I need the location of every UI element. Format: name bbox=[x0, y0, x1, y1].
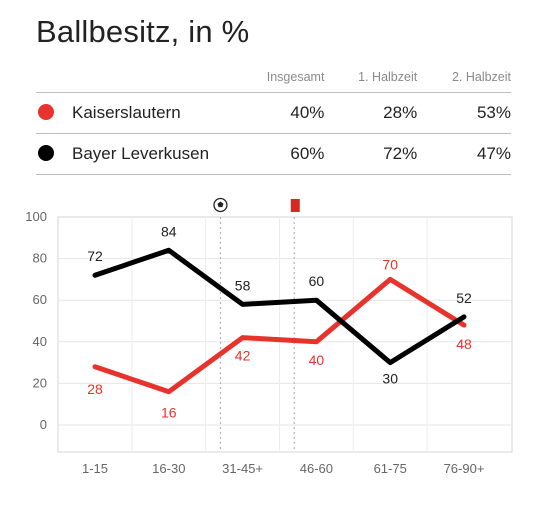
plot-frame bbox=[57, 216, 513, 453]
total-value: 60% bbox=[247, 133, 325, 175]
possession-line-chart: 0 20 40 60 80 100 1-15 16-30 31-45+ 46-60 61-75 76-… bbox=[25, 197, 513, 476]
table-header-first-half: 1. Halbzeit bbox=[358, 70, 418, 84]
series-line-0 bbox=[92, 276, 467, 395]
data-label: 58 bbox=[235, 277, 251, 293]
data-label: 40 bbox=[309, 352, 325, 368]
x-tick-label: 61-75 bbox=[374, 461, 407, 476]
data-label: 60 bbox=[309, 273, 325, 289]
data-label: 72 bbox=[87, 248, 103, 264]
x-tick-label: 31-45+ bbox=[222, 461, 263, 476]
table-row-kaiserslautern: Kaiserslautern 40% 28% 53% bbox=[36, 92, 511, 134]
x-tick-label: 46-60 bbox=[300, 461, 333, 476]
chart-title: Ballbesitz, in % bbox=[36, 14, 250, 49]
team-name: Bayer Leverkusen bbox=[72, 144, 210, 163]
table-header-row: Insgesamt 1. Halbzeit 2. Halbzeit bbox=[36, 68, 511, 93]
data-label: 70 bbox=[382, 256, 398, 272]
table-header-total: Insgesamt bbox=[266, 70, 325, 84]
team-cell: Bayer Leverkusen bbox=[36, 133, 248, 175]
x-tick-label: 76-90+ bbox=[444, 461, 485, 476]
first-half-value: 72% bbox=[324, 133, 418, 175]
second-half-value: 47% bbox=[417, 133, 511, 175]
second-half-value: 53% bbox=[417, 92, 511, 134]
series-line-1 bbox=[92, 247, 467, 366]
y-tick-label: 80 bbox=[33, 251, 47, 266]
soccer-ball-patch bbox=[217, 201, 224, 208]
team-cell: Kaiserslautern bbox=[36, 92, 248, 134]
team-color-dot bbox=[38, 145, 54, 161]
table-header-second-half: 2. Halbzeit bbox=[451, 70, 511, 84]
first-half-value: 28% bbox=[324, 92, 418, 134]
y-tick-label: 40 bbox=[33, 334, 47, 349]
x-tick-label: 1-15 bbox=[82, 461, 108, 476]
table-row-leverkusen: Bayer Leverkusen 60% 72% 47% bbox=[36, 133, 511, 175]
x-tick-label: 16-30 bbox=[152, 461, 185, 476]
table-header-blank bbox=[36, 68, 248, 93]
data-label: 28 bbox=[87, 381, 103, 397]
y-tick-label: 0 bbox=[40, 417, 47, 432]
data-label: 52 bbox=[456, 290, 472, 306]
data-label: 48 bbox=[456, 336, 472, 352]
y-tick-label: 20 bbox=[33, 375, 47, 390]
total-value: 40% bbox=[247, 92, 325, 134]
data-label: 84 bbox=[161, 223, 177, 239]
data-label: 30 bbox=[382, 371, 398, 387]
data-label: 42 bbox=[235, 348, 251, 364]
team-color-dot bbox=[38, 104, 54, 120]
y-tick-label: 100 bbox=[25, 209, 47, 224]
data-label: 16 bbox=[161, 405, 177, 421]
red-card-icon bbox=[290, 199, 300, 212]
team-name: Kaiserslautern bbox=[72, 103, 181, 122]
possession-table: Insgesamt 1. Halbzeit 2. Halbzeit Kaiser… bbox=[36, 68, 511, 175]
y-tick-label: 60 bbox=[33, 292, 47, 307]
